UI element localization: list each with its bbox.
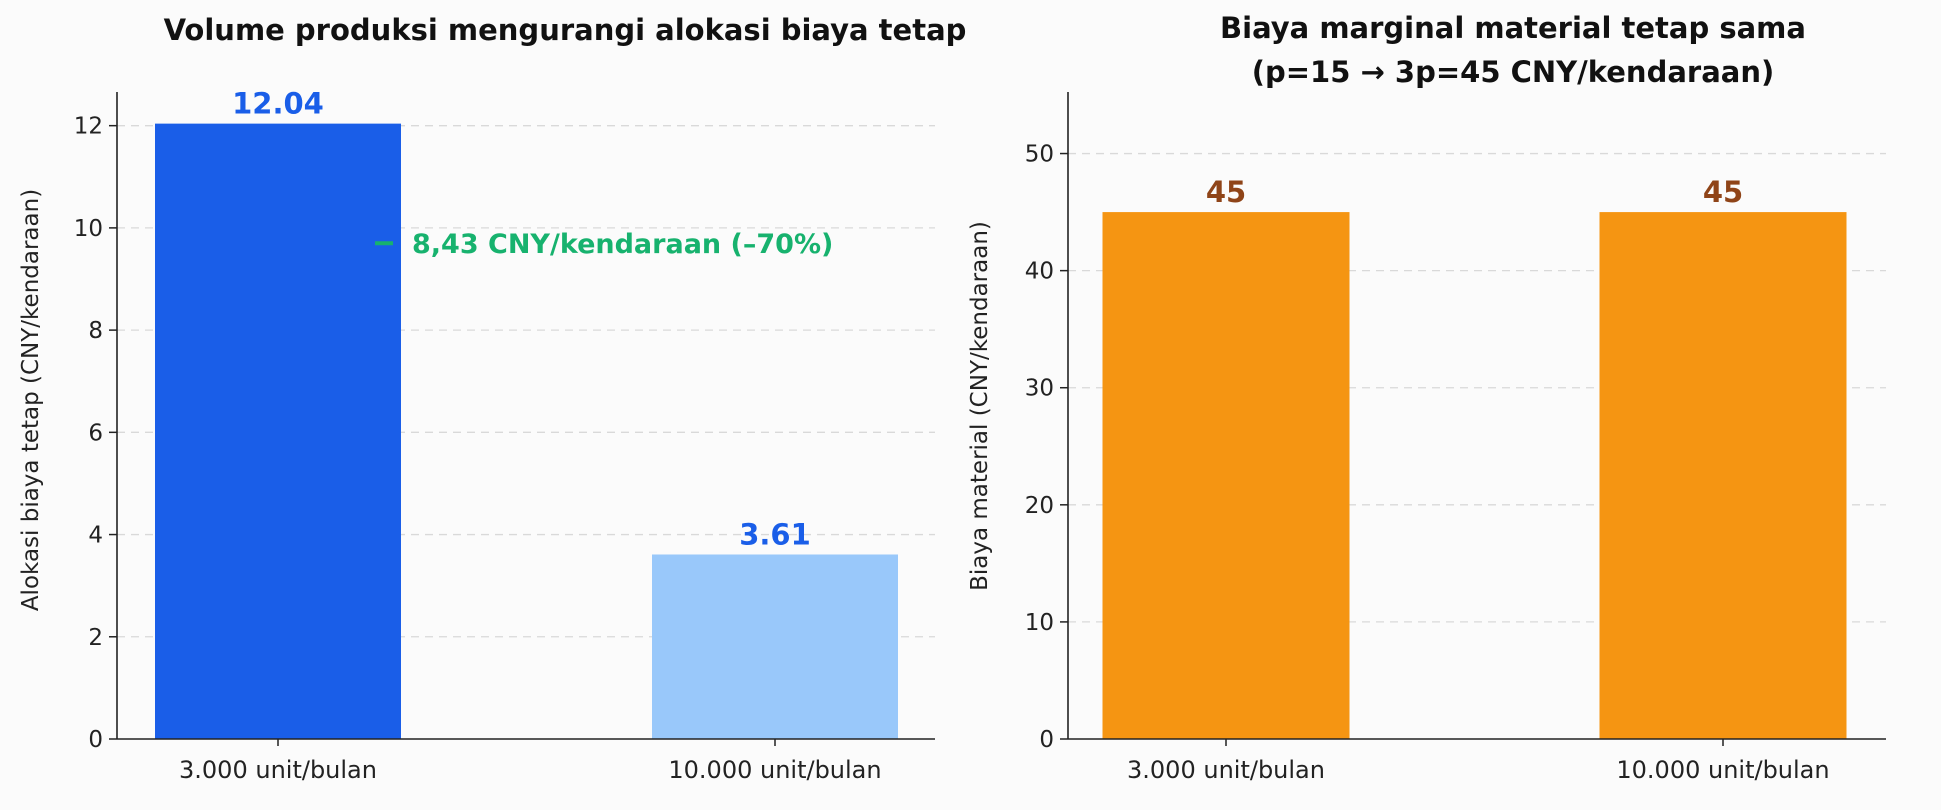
annotation-dash: – [375,229,389,260]
bar [652,554,898,739]
bar [1599,212,1847,739]
annotation-group: –8,43 CNY/kendaraan (–70%) [375,229,833,260]
bar [155,123,401,740]
chart-title: Biaya marginal material tetap sama [1220,11,1806,45]
bar [1102,212,1350,739]
annotation-body: 8,43 CNY/kendaraan (–70%) [412,229,833,260]
y-tick-label: 10 [1025,610,1054,636]
y-tick-label: 6 [88,420,103,446]
y-ticks: 0 10 20 30 40 50 [1025,142,1068,753]
y-tick-label: 50 [1025,142,1054,168]
x-tick-label: 10.000 unit/bulan [668,756,881,784]
y-ticks: 0 2 4 6 8 10 12 [74,114,117,753]
y-tick-label: 2 [88,625,103,651]
x-tick-label: 10.000 unit/bulan [1616,756,1829,784]
chart-fixed-cost-allocation: Volume produksi mengurangi alokasi biaya… [18,13,966,784]
bars [1102,212,1847,739]
bar-value-label: 45 [1206,175,1246,209]
x-ticks: 3.000 unit/bulan 10.000 unit/bulan [1127,739,1830,784]
axes [1067,92,1886,740]
chart-subtitle: (p=15 → 3p=45 CNY/kendaraan) [1252,55,1774,89]
chart-material-marginal-cost: Biaya marginal material tetap sama (p=15… [967,11,1886,784]
y-axis-label: Biaya material (CNY/kendaraan) [967,221,993,591]
axes [116,92,935,740]
value-labels: 45 45 [1206,175,1743,209]
y-tick-label: 10 [74,216,103,242]
chart-title: Volume produksi mengurangi alokasi biaya… [164,13,967,47]
value-labels: 12.04 3.61 [232,87,811,552]
bar-value-label: 45 [1703,175,1743,209]
y-tick-label: 40 [1025,259,1054,285]
y-axis-label: Alokasi biaya tetap (CNY/kendaraan) [18,189,44,611]
grid-lines [1068,152,1886,623]
grid-lines [117,125,935,638]
y-tick-label: 20 [1025,493,1054,519]
y-tick-label: 4 [88,523,103,549]
x-ticks: 3.000 unit/bulan 10.000 unit/bulan [179,739,882,784]
y-tick-label: 0 [1039,727,1054,753]
bar-value-label: 12.04 [232,87,324,121]
bar-value-label: 3.61 [739,517,811,551]
y-tick-label: 0 [88,727,103,753]
x-tick-label: 3.000 unit/bulan [179,756,377,784]
y-tick-label: 8 [88,318,103,344]
y-tick-label: 12 [74,114,103,140]
y-tick-label: 30 [1025,376,1054,402]
x-tick-label: 3.000 unit/bulan [1127,756,1325,784]
annotation-text: –8,43 CNY/kendaraan (–70%) [375,229,833,260]
bars [155,123,898,740]
